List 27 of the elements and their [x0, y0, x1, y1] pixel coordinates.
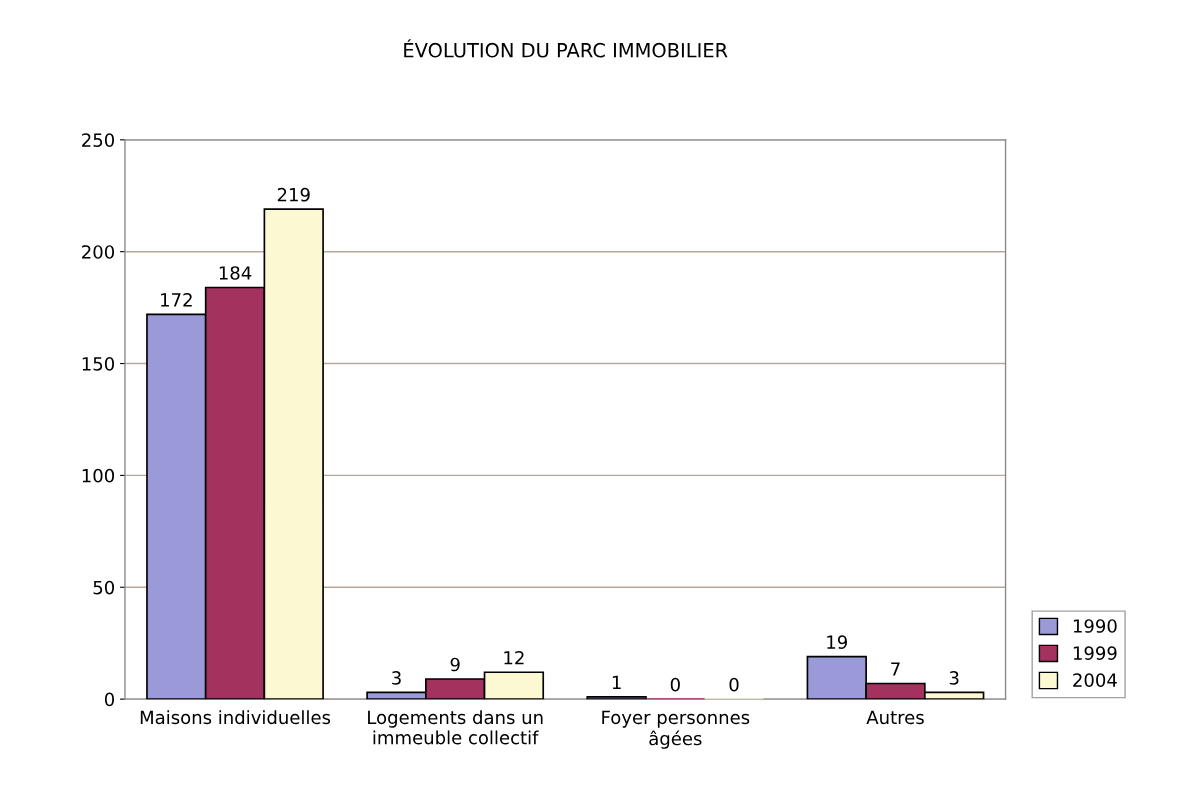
- bar: [586, 696, 647, 700]
- y-tick-label: 100: [82, 468, 115, 483]
- data-label: 12: [504, 650, 524, 665]
- data-label: 0: [729, 677, 739, 692]
- x-tick-label: Logements dans un immeuble collectif: [368, 710, 543, 745]
- x-tick-label: Autres: [866, 710, 924, 725]
- y-tick-label: 0: [104, 692, 115, 707]
- data-label: 184: [219, 266, 252, 280]
- data-label: 9: [450, 657, 460, 672]
- data-label: 172: [161, 293, 192, 307]
- x-tick-label: Foyer personnes âgées: [602, 710, 750, 749]
- data-label: 0: [670, 677, 680, 692]
- y-tick-label: 250: [82, 133, 115, 147]
- chart-title: ÉVOLUTION DU PARC IMMOBILIER: [404, 39, 728, 58]
- data-label: 3: [949, 671, 959, 685]
- x-tick-label: Maisons individuelles: [140, 710, 331, 725]
- y-tick-label: 50: [93, 580, 115, 595]
- data-label: 19: [827, 635, 847, 649]
- data-label: 7: [891, 662, 900, 676]
- legend-label: 1990: [1073, 619, 1117, 633]
- legend-label: 2004: [1073, 673, 1117, 687]
- y-tick-label: 150: [82, 357, 115, 371]
- legend-label: 1999: [1073, 646, 1117, 660]
- data-label: 219: [277, 187, 310, 202]
- data-label: 3: [392, 671, 401, 685]
- data-label: 1: [612, 675, 621, 689]
- y-tick-label: 200: [82, 245, 115, 259]
